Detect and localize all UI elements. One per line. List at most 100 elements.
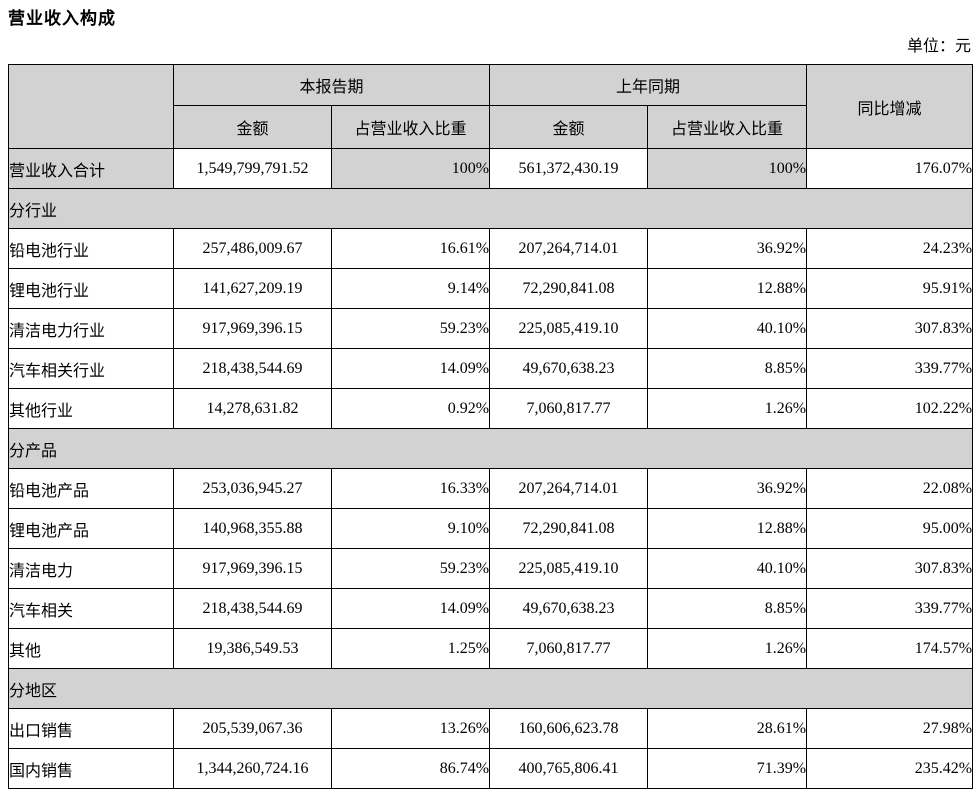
table-row: 其他 19,386,549.53 1.25% 7,060,817.77 1.26% 174… <box>8 628 974 669</box>
current-amount-cell: 257,486,009.67 <box>173 228 332 269</box>
yoy-change-cell: 307.83% <box>806 548 974 589</box>
row-label-cell: 其他 <box>8 628 174 669</box>
prior-ratio-cell: 36.92% <box>647 468 808 509</box>
prior-amount-cell: 561,372,430.19 <box>489 148 649 189</box>
yoy-change-cell: 95.91% <box>806 268 974 309</box>
yoy-change-cell: 174.57% <box>806 628 974 669</box>
prior-ratio-cell: 40.10% <box>647 548 808 589</box>
section-row: 分产品 <box>7 428 974 469</box>
col-header-amount-prior: 金额 <box>489 105 649 149</box>
table-row: 铅电池产品 253,036,945.27 16.33% 207,264,714.01 3… <box>8 468 974 509</box>
row-label-cell: 营业收入合计 <box>8 148 174 189</box>
current-ratio-cell: 16.33% <box>330 468 491 509</box>
prior-amount-cell: 49,670,638.23 <box>489 588 649 629</box>
current-ratio-cell: 14.09% <box>330 348 491 389</box>
current-amount-cell: 14,278,631.82 <box>173 388 332 429</box>
current-amount-cell: 140,968,355.88 <box>173 508 332 549</box>
section-label-cell: 分行业 <box>7 188 974 229</box>
section-label-cell: 分产品 <box>7 428 974 469</box>
current-ratio-cell: 86.74% <box>330 748 491 789</box>
col-header-prior-period: 上年同期 <box>489 64 808 106</box>
table-row: 汽车相关行业 218,438,544.69 14.09% 49,670,638.23 8… <box>8 348 974 389</box>
row-label-cell: 出口销售 <box>8 708 174 749</box>
col-header-amount-current: 金额 <box>173 105 332 149</box>
current-ratio-cell: 1.25% <box>330 628 491 669</box>
page-title: 营业收入构成 <box>8 9 116 28</box>
row-label-cell: 其他行业 <box>8 388 174 429</box>
prior-ratio-cell: 36.92% <box>647 228 808 269</box>
table-row: 清洁电力行业 917,969,396.15 59.23% 225,085,419.10… <box>8 308 974 349</box>
table-row: 营业收入合计 1,549,799,791.52 100% 561,372,430.19… <box>8 148 974 189</box>
table-row: 锂电池行业 141,627,209.19 9.14% 72,290,841.08 12.… <box>8 268 974 309</box>
revenue-composition-table: 本报告期 上年同期 同比增减 金额 占营业收入比重 金额 占营业收入比重 营业收… <box>7 64 974 789</box>
yoy-change-cell: 22.08% <box>806 468 974 509</box>
prior-amount-cell: 160,606,623.78 <box>489 708 649 749</box>
prior-amount-cell: 72,290,841.08 <box>489 268 649 309</box>
prior-amount-cell: 7,060,817.77 <box>489 628 649 669</box>
yoy-change-cell: 235.42% <box>806 748 974 789</box>
table-row: 锂电池产品 140,968,355.88 9.10% 72,290,841.08 12.… <box>8 508 974 549</box>
row-label-cell: 汽车相关行业 <box>8 348 174 389</box>
col-header-ratio-prior: 占营业收入比重 <box>647 105 808 149</box>
current-amount-cell: 218,438,544.69 <box>173 588 332 629</box>
header-row-subcolumns: 金额 占营业收入比重 金额 占营业收入比重 <box>9 105 973 149</box>
current-ratio-cell: 59.23% <box>330 548 491 589</box>
col-header-ratio-current: 占营业收入比重 <box>330 105 491 149</box>
row-label-cell: 国内销售 <box>8 748 174 789</box>
prior-amount-cell: 49,670,638.23 <box>489 348 649 389</box>
table-row: 汽车相关 218,438,544.69 14.09% 49,670,638.23 8.8… <box>8 588 974 629</box>
prior-amount-cell: 400,765,806.41 <box>489 748 649 789</box>
prior-amount-cell: 225,085,419.10 <box>489 548 649 589</box>
current-amount-cell: 917,969,396.15 <box>173 548 332 589</box>
yoy-change-cell: 176.07% <box>806 148 974 189</box>
prior-ratio-cell: 12.88% <box>647 268 808 309</box>
prior-ratio-cell: 1.26% <box>647 628 808 669</box>
current-amount-cell: 141,627,209.19 <box>173 268 332 309</box>
section-row: 分行业 <box>7 188 974 229</box>
prior-amount-cell: 207,264,714.01 <box>489 228 649 269</box>
current-amount-cell: 917,969,396.15 <box>173 308 332 349</box>
yoy-change-cell: 102.22% <box>806 388 974 429</box>
prior-ratio-cell: 1.26% <box>647 388 808 429</box>
row-label-cell: 锂电池行业 <box>8 268 174 309</box>
table-row: 铅电池行业 257,486,009.67 16.61% 207,264,714.01 3… <box>8 228 974 269</box>
yoy-change-cell: 24.23% <box>806 228 974 269</box>
prior-amount-cell: 225,085,419.10 <box>489 308 649 349</box>
row-label-cell: 锂电池产品 <box>8 508 174 549</box>
section-label-cell: 分地区 <box>7 668 974 709</box>
yoy-change-cell: 339.77% <box>806 588 974 629</box>
prior-amount-cell: 72,290,841.08 <box>489 508 649 549</box>
row-label-cell: 清洁电力 <box>8 548 174 589</box>
table-row: 国内销售 1,344,260,724.16 86.74% 400,765,806.41… <box>8 748 974 789</box>
col-header-yoy-change: 同比增减 <box>806 64 974 149</box>
current-ratio-cell: 13.26% <box>330 708 491 749</box>
table-row: 清洁电力 917,969,396.15 59.23% 225,085,419.10 40… <box>8 548 974 589</box>
current-ratio-cell: 0.92% <box>330 388 491 429</box>
current-ratio-cell: 100% <box>330 148 491 189</box>
yoy-change-cell: 27.98% <box>806 708 974 749</box>
current-ratio-cell: 59.23% <box>330 308 491 349</box>
row-label-cell: 铅电池产品 <box>8 468 174 509</box>
prior-amount-cell: 7,060,817.77 <box>489 388 649 429</box>
prior-ratio-cell: 28.61% <box>647 708 808 749</box>
prior-ratio-cell: 71.39% <box>647 748 808 789</box>
current-amount-cell: 1,344,260,724.16 <box>173 748 332 789</box>
current-ratio-cell: 16.61% <box>330 228 491 269</box>
yoy-change-cell: 307.83% <box>806 308 974 349</box>
prior-ratio-cell: 8.85% <box>647 588 808 629</box>
prior-ratio-cell: 8.85% <box>647 348 808 389</box>
current-amount-cell: 253,036,945.27 <box>173 468 332 509</box>
current-ratio-cell: 14.09% <box>330 588 491 629</box>
current-amount-cell: 218,438,544.69 <box>173 348 332 389</box>
table-row: 出口销售 205,539,067.36 13.26% 160,606,623.78 28… <box>8 708 974 749</box>
yoy-change-cell: 339.77% <box>806 348 974 389</box>
corner-blank-cell <box>8 64 174 149</box>
prior-ratio-cell: 100% <box>647 148 808 189</box>
row-label-cell: 汽车相关 <box>8 588 174 629</box>
table-row: 其他行业 14,278,631.82 0.92% 7,060,817.77 1.26% 1… <box>8 388 974 429</box>
current-amount-cell: 205,539,067.36 <box>173 708 332 749</box>
row-label-cell: 清洁电力行业 <box>8 308 174 349</box>
yoy-change-cell: 95.00% <box>806 508 974 549</box>
prior-ratio-cell: 12.88% <box>647 508 808 549</box>
col-header-current-period: 本报告期 <box>172 64 491 106</box>
